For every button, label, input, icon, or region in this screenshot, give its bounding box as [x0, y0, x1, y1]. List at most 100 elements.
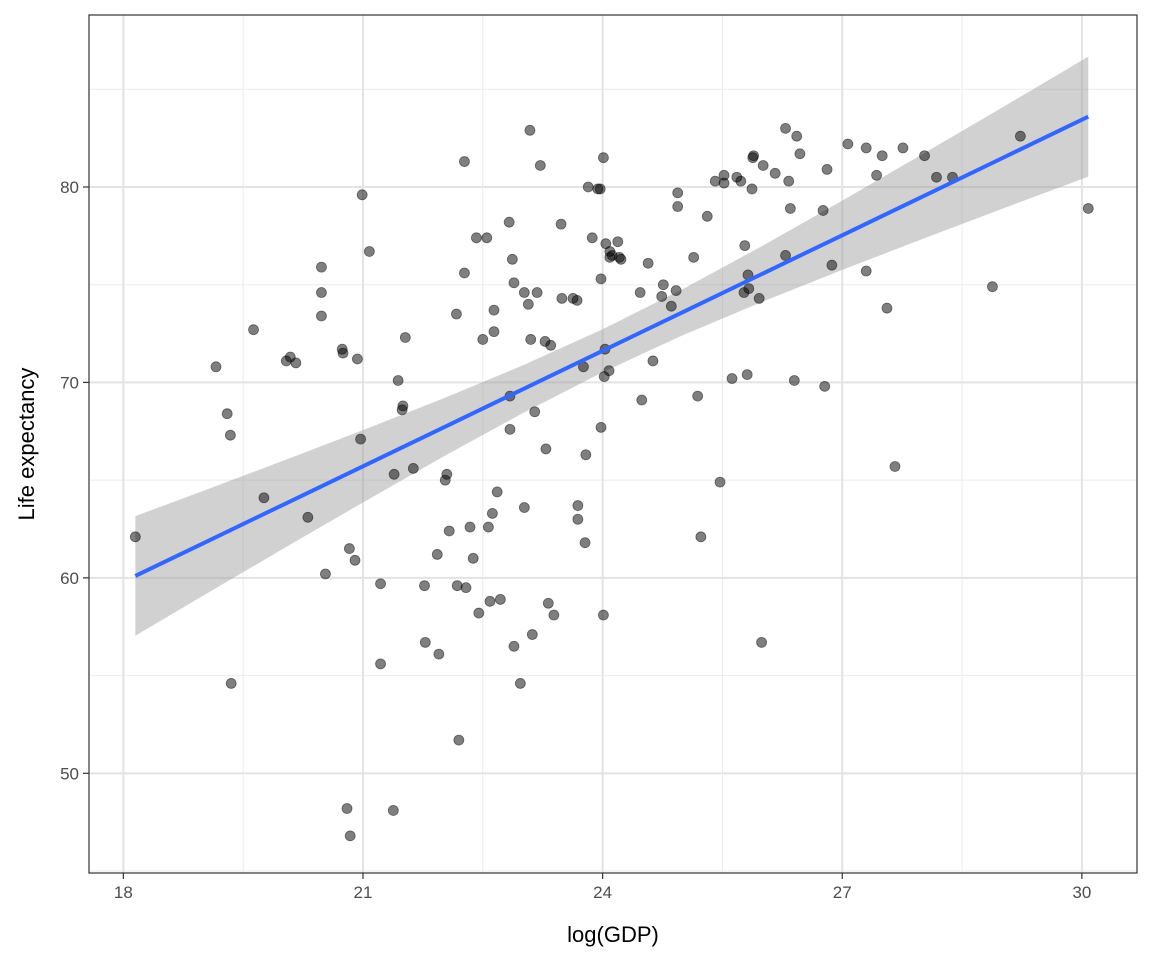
- data-point: [316, 287, 327, 298]
- data-point: [514, 678, 526, 689]
- data-point: [784, 203, 796, 214]
- data-point: [473, 607, 485, 619]
- data-point: [579, 537, 591, 549]
- data-point: [290, 357, 302, 369]
- gridlines: [89, 15, 1137, 873]
- data-point: [672, 187, 684, 199]
- data-point: [688, 251, 700, 263]
- data-point: [481, 232, 493, 244]
- data-point: [508, 277, 520, 289]
- data-point: [419, 636, 431, 648]
- data-point: [709, 175, 721, 187]
- data-point: [451, 580, 463, 592]
- data-point: [320, 568, 331, 580]
- data-point: [526, 629, 538, 640]
- data-point: [351, 353, 363, 365]
- data-point: [889, 461, 901, 472]
- x-tick-label: 24: [593, 883, 612, 902]
- data-point: [615, 253, 627, 265]
- data-point: [842, 138, 854, 150]
- data-point: [672, 201, 684, 212]
- data-point: [248, 324, 259, 336]
- data-point: [642, 257, 654, 269]
- data-point: [636, 394, 648, 406]
- data-point: [531, 287, 543, 298]
- data-point: [221, 408, 233, 420]
- data-point: [748, 150, 759, 162]
- data-point: [388, 468, 400, 480]
- data-point: [634, 287, 646, 298]
- data-point: [224, 429, 236, 441]
- data-point: [555, 218, 567, 230]
- data-point: [548, 609, 560, 621]
- data-point: [397, 400, 409, 412]
- data-point: [477, 334, 489, 345]
- data-point: [349, 554, 361, 566]
- data-point: [545, 339, 557, 351]
- data-point: [670, 285, 682, 296]
- data-point: [595, 273, 607, 285]
- data-point: [491, 486, 503, 498]
- y-axis-title: Life expectancy: [14, 368, 39, 521]
- data-point: [819, 380, 831, 392]
- data-point: [701, 210, 713, 222]
- data-point: [494, 593, 506, 605]
- data-point: [471, 232, 482, 244]
- data-point: [534, 160, 546, 171]
- data-point: [598, 609, 609, 621]
- data-point: [826, 259, 838, 271]
- data-points: [129, 122, 1094, 842]
- x-tick-label: 21: [354, 883, 373, 902]
- data-point: [337, 347, 349, 359]
- data-point: [769, 167, 781, 179]
- data-point: [919, 150, 930, 162]
- data-point: [757, 160, 769, 171]
- data-point: [453, 734, 465, 746]
- data-point: [482, 521, 494, 533]
- panel-border: [88, 14, 1138, 874]
- data-point: [484, 595, 496, 607]
- data-point: [419, 580, 430, 592]
- data-point: [647, 355, 659, 367]
- data-point: [467, 552, 479, 564]
- data-point: [594, 183, 606, 195]
- data-point: [821, 164, 833, 175]
- data-point: [741, 369, 753, 381]
- data-point: [540, 443, 552, 455]
- data-point: [258, 492, 270, 504]
- data-point: [375, 658, 386, 670]
- data-point: [987, 281, 998, 293]
- data-point: [582, 181, 594, 193]
- data-point: [316, 310, 327, 322]
- data-point: [486, 507, 498, 519]
- data-point: [129, 531, 141, 543]
- data-point: [392, 375, 404, 386]
- data-point: [542, 597, 554, 609]
- data-point: [524, 124, 536, 136]
- data-point: [441, 468, 453, 480]
- data-point: [571, 294, 583, 306]
- data-point: [586, 232, 598, 244]
- data-point: [504, 423, 516, 435]
- data-point: [363, 246, 375, 257]
- y-tick-label: 80: [60, 178, 79, 197]
- x-axis-title: log(GDP): [567, 922, 659, 947]
- data-point: [598, 152, 609, 164]
- data-point: [431, 549, 443, 560]
- data-point: [931, 171, 942, 183]
- data-point: [529, 406, 541, 418]
- data-point: [780, 122, 791, 134]
- data-point: [656, 291, 668, 302]
- data-point: [518, 287, 530, 298]
- data-point: [572, 513, 584, 525]
- data-point: [556, 292, 568, 304]
- data-point: [407, 463, 419, 474]
- data-point: [897, 142, 909, 154]
- data-point: [375, 578, 386, 590]
- data-point: [460, 582, 472, 594]
- data-point: [506, 253, 518, 265]
- data-point: [572, 500, 584, 511]
- data-point: [665, 300, 677, 312]
- data-point: [735, 175, 747, 187]
